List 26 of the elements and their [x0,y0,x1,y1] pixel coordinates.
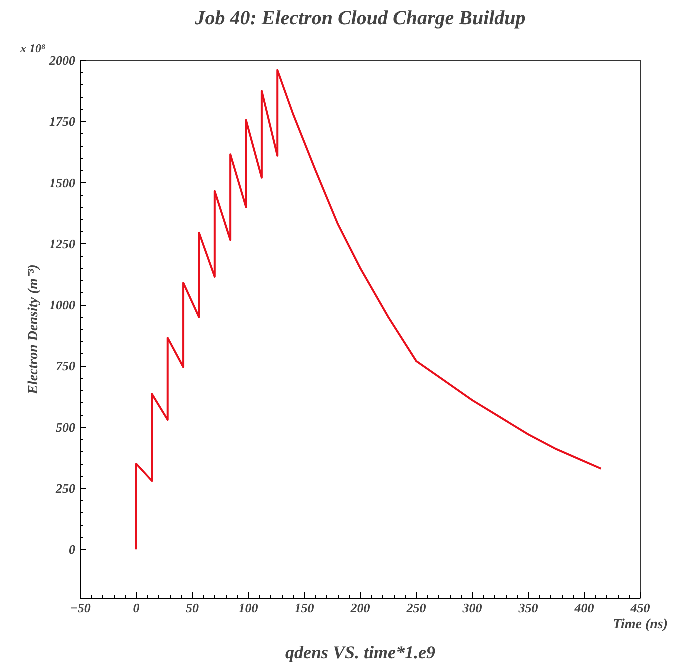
x-tick-label: 300 [462,600,483,616]
x-tick-label: 250 [406,600,427,616]
line-series [136,69,602,551]
y-tick-label: 250 [55,480,76,496]
x-axis-title: Time (ns) [612,618,668,632]
x-tick-label: 150 [294,600,315,616]
x-tick-label: 450 [630,600,651,616]
y-tick-label: 1000 [50,298,76,313]
x-tick-label: 100 [238,600,259,616]
y-tick-label: 1500 [50,175,76,190]
x-tick-label: 200 [350,600,371,616]
y-tick-label: 750 [56,358,76,374]
x-tick-label: 400 [574,600,595,616]
y-axis-title: Electron Density (m⁻³) [26,264,42,396]
y-tick-label: 0 [69,542,76,558]
text: qdens VS. time*1.e9 [286,642,436,662]
x-tick-label: 350 [518,600,539,616]
text: x 10⁸ [20,42,46,56]
x-tick-label: 50 [186,600,200,616]
y-tick-label: 500 [56,420,76,435]
chart-title: Job 40: Electron Cloud Charge Buildup [194,8,526,30]
y-tick-label: 1250 [50,236,76,252]
y-tick-label: 2000 [48,53,76,68]
x-tick-label: 0 [133,600,140,616]
y-tick-label: 1750 [50,114,76,130]
x-tick-label: −50 [70,600,92,616]
